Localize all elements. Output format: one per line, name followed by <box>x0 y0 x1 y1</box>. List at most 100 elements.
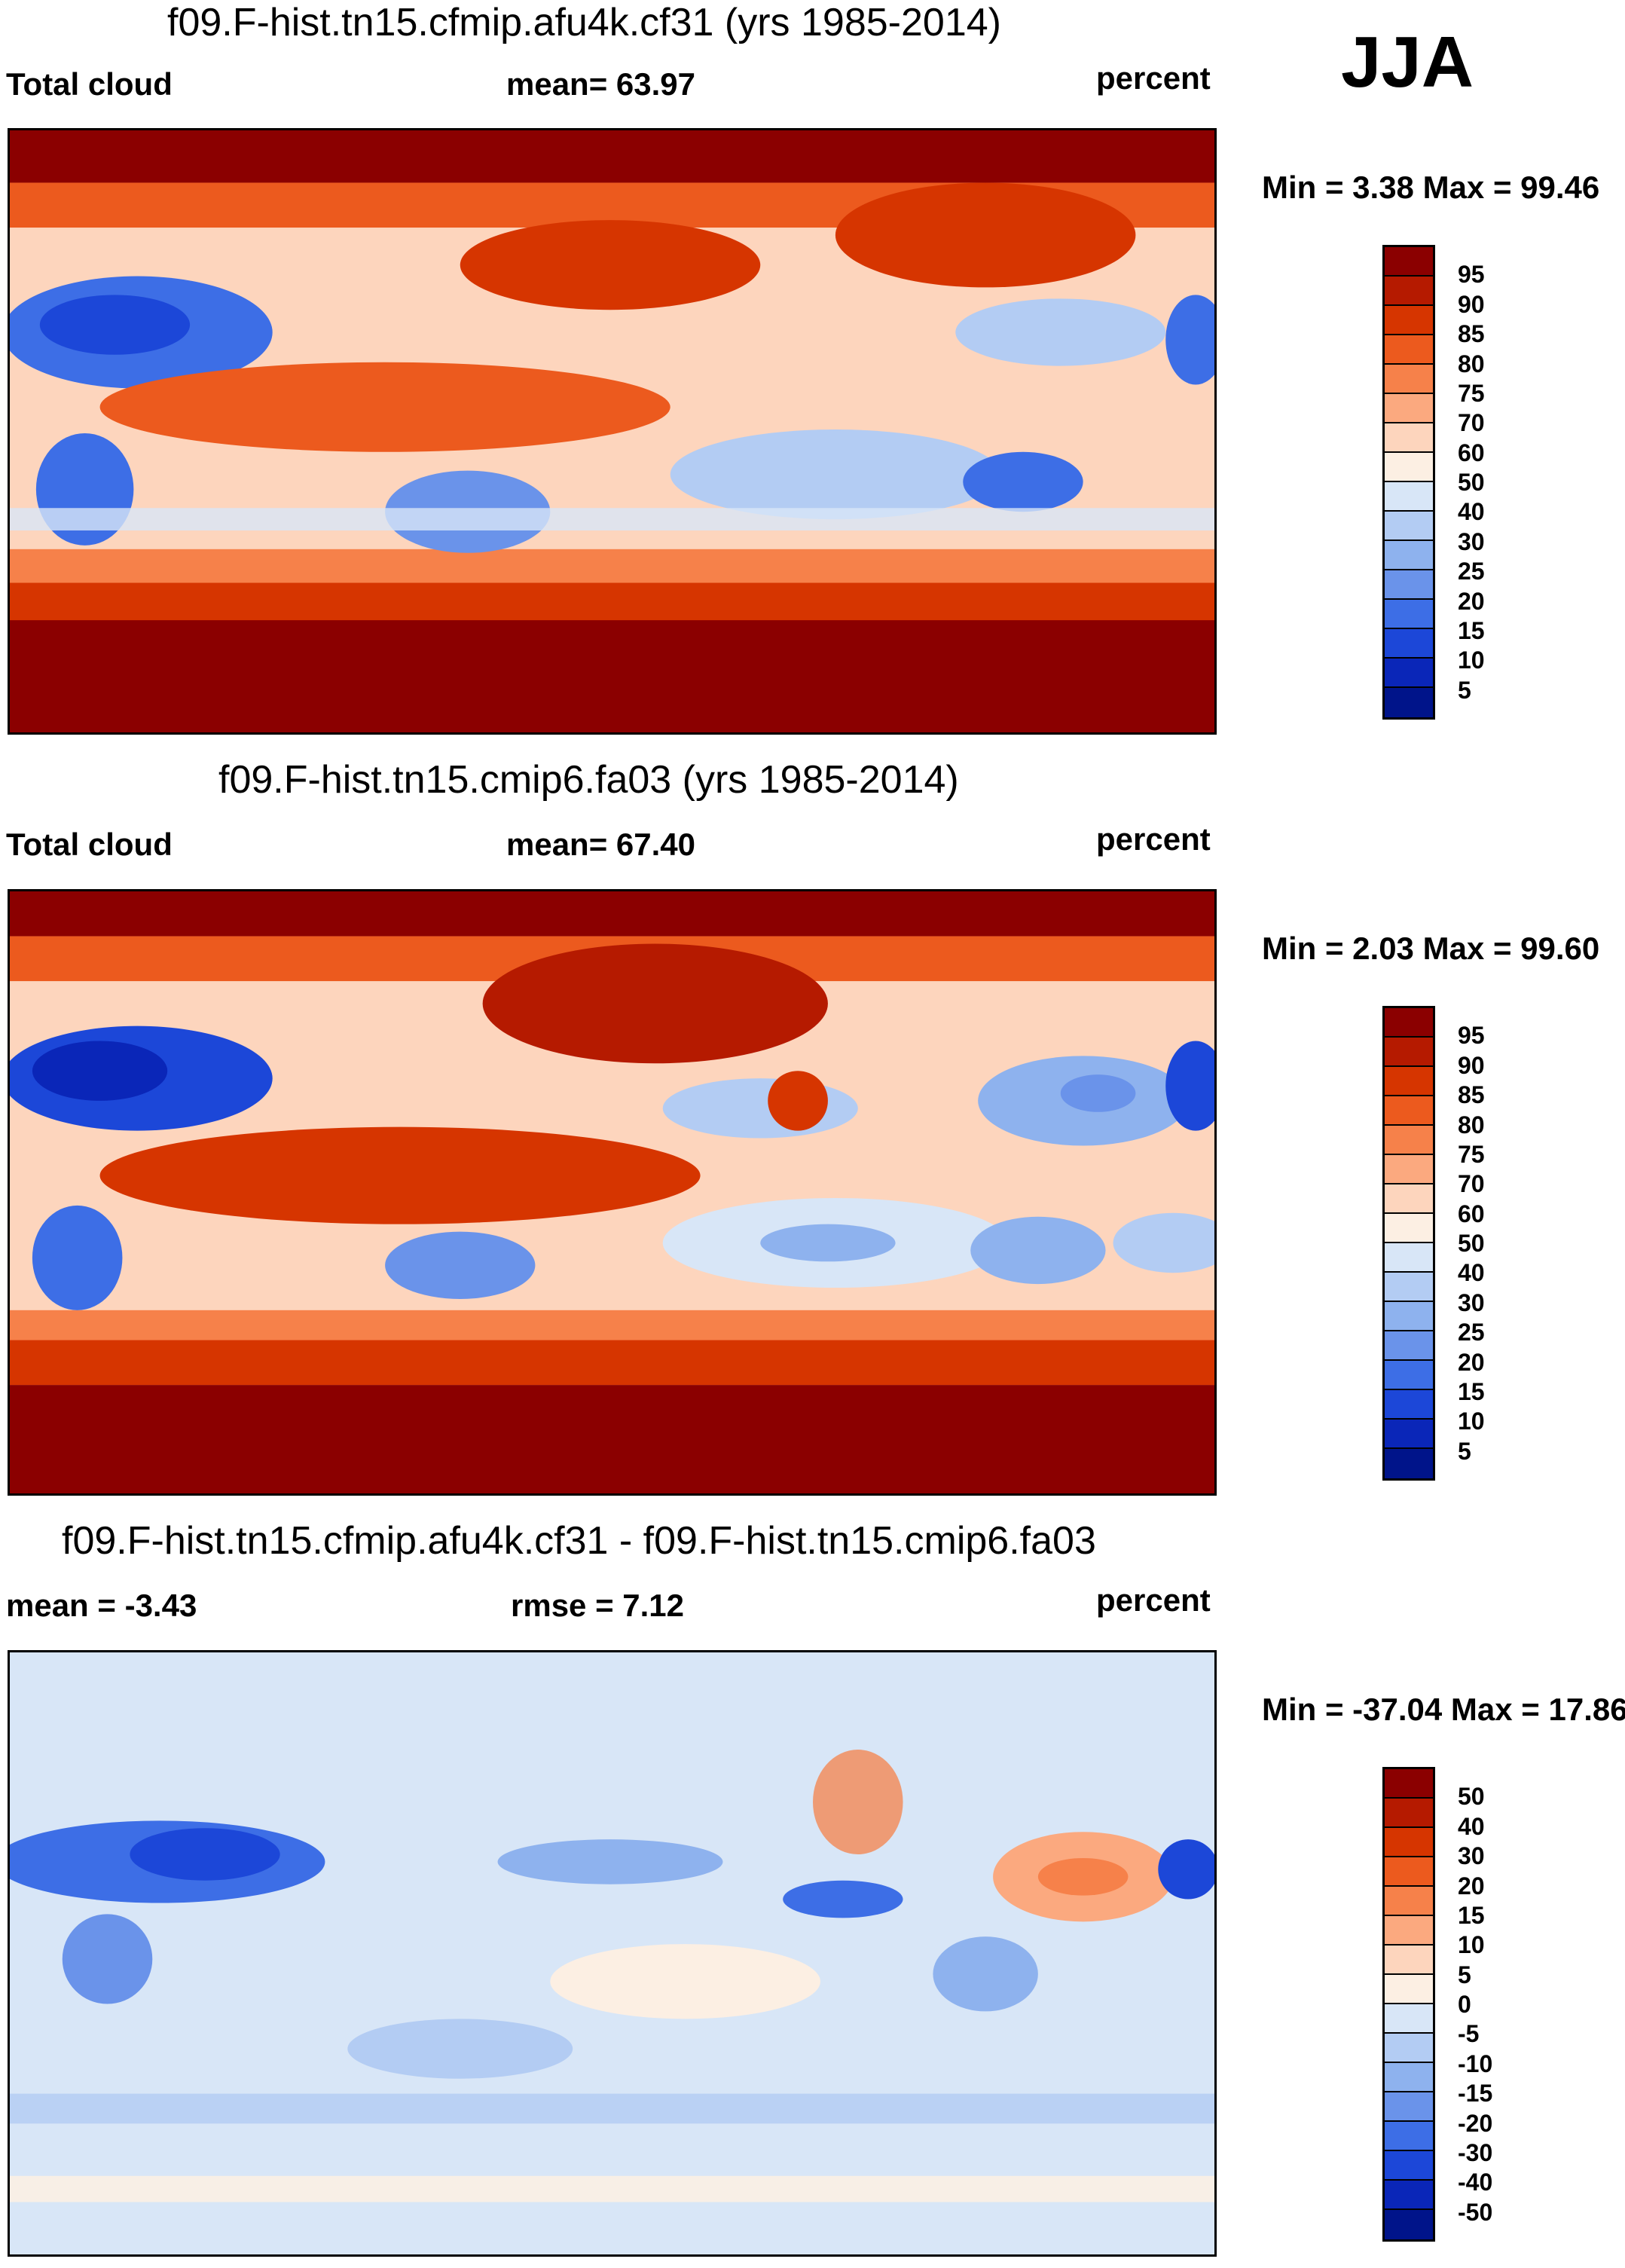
panel1-title: f09.F-hist.tn15.cfmip.afu4k.cf31 (yrs 19… <box>167 1 1001 44</box>
colorbar-tick-label: -5 <box>1458 2020 1480 2048</box>
colorbar-swatch <box>1385 247 1433 277</box>
colorbar-swatch <box>1385 629 1433 659</box>
colorbar-swatch <box>1385 1184 1433 1214</box>
colorbar-tick-label: 15 <box>1458 616 1485 644</box>
colorbar-tick-label: 15 <box>1458 1901 1485 1929</box>
colorbar-swatch <box>1385 423 1433 453</box>
colorbar-swatch <box>1385 1331 1433 1361</box>
panel2-minmax: Min = 2.03 Max = 99.60 <box>1262 931 1600 966</box>
colorbar-swatch <box>1385 335 1433 365</box>
colorbar-swatch <box>1385 2210 1433 2239</box>
colorbar-swatch <box>1385 1008 1433 1038</box>
panel2-mean-label: mean= 67.40 <box>506 827 696 862</box>
colorbar-tick-label: 80 <box>1458 350 1485 377</box>
panel3-map <box>8 1650 1217 2257</box>
colorbar-swatch <box>1385 365 1433 394</box>
colorbar-tick-label: 90 <box>1458 1051 1485 1079</box>
season-label: JJA <box>1341 22 1474 102</box>
colorbar-swatch <box>1385 1214 1433 1243</box>
colorbar-swatch <box>1385 541 1433 570</box>
panel3-map-svg <box>10 1652 1214 2254</box>
colorbar-swatch <box>1385 1390 1433 1420</box>
colorbar-swatch <box>1385 1946 1433 1975</box>
colorbar-tick-label: 60 <box>1458 439 1485 466</box>
colorbar-tick-label: 25 <box>1458 558 1485 585</box>
colorbar-swatch <box>1385 512 1433 541</box>
colorbar-tick-label: 60 <box>1458 1200 1485 1227</box>
colorbar-swatch <box>1385 1067 1433 1096</box>
panel1-colorbar <box>1382 245 1435 720</box>
colorbar-swatch <box>1385 570 1433 600</box>
colorbar-tick-label: 30 <box>1458 1288 1485 1316</box>
colorbar-tick-label: 70 <box>1458 1170 1485 1198</box>
colorbar-tick-label: 50 <box>1458 1783 1485 1811</box>
colorbar-tick-label: 50 <box>1458 1230 1485 1257</box>
panel1-variable-label: Total cloud <box>6 66 173 102</box>
colorbar-tick-label: 95 <box>1458 261 1485 289</box>
panel3-units-label: percent <box>1096 1582 1211 1618</box>
colorbar-swatch <box>1385 1975 1433 2004</box>
colorbar-swatch <box>1385 277 1433 306</box>
colorbar-swatch <box>1385 2181 1433 2210</box>
colorbar-tick-label: 95 <box>1458 1022 1485 1050</box>
colorbar-tick-label: 15 <box>1458 1377 1485 1405</box>
colorbar-swatch <box>1385 1420 1433 1449</box>
colorbar-tick-label: -50 <box>1458 2198 1493 2226</box>
colorbar-swatch <box>1385 1887 1433 1916</box>
colorbar-tick-label: -15 <box>1458 2080 1493 2108</box>
colorbar-swatch <box>1385 2004 1433 2034</box>
panel2-variable-label: Total cloud <box>6 827 173 862</box>
colorbar-swatch <box>1385 659 1433 688</box>
colorbar-swatch <box>1385 1155 1433 1184</box>
colorbar-swatch <box>1385 1828 1433 1857</box>
colorbar-tick-label: 20 <box>1458 1348 1485 1376</box>
colorbar-swatch <box>1385 1038 1433 1067</box>
colorbar-swatch <box>1385 1302 1433 1331</box>
colorbar-tick-label: -20 <box>1458 2109 1493 2137</box>
colorbar-swatch <box>1385 688 1433 717</box>
panel2-units-label: percent <box>1096 821 1211 857</box>
colorbar-swatch <box>1385 1916 1433 1946</box>
panel1-mean-label: mean= 63.97 <box>506 66 696 102</box>
panel1-map <box>8 128 1217 735</box>
colorbar-tick-label: 70 <box>1458 409 1485 437</box>
colorbar-swatch <box>1385 2092 1433 2122</box>
colorbar-tick-label: -40 <box>1458 2169 1493 2196</box>
colorbar-swatch <box>1385 1449 1433 1478</box>
colorbar-tick-label: 25 <box>1458 1319 1485 1346</box>
colorbar-swatch <box>1385 2151 1433 2181</box>
colorbar-tick-label: 5 <box>1458 676 1471 704</box>
colorbar-swatch <box>1385 2034 1433 2063</box>
panel2-colorbar <box>1382 1006 1435 1481</box>
colorbar-tick-label: 75 <box>1458 1140 1485 1168</box>
panel3-mean-label: mean = -3.43 <box>6 1588 197 1623</box>
panel1-minmax: Min = 3.38 Max = 99.46 <box>1262 170 1600 205</box>
colorbar-tick-label: 5 <box>1458 1961 1471 1988</box>
colorbar-swatch <box>1385 1126 1433 1155</box>
panel3-title: f09.F-hist.tn15.cfmip.afu4k.cf31 - f09.F… <box>62 1519 1096 1563</box>
colorbar-tick-label: 80 <box>1458 1111 1485 1139</box>
colorbar-tick-label: 50 <box>1458 469 1485 496</box>
colorbar-swatch <box>1385 482 1433 512</box>
colorbar-tick-label: 20 <box>1458 1872 1485 1900</box>
colorbar-swatch <box>1385 2063 1433 2092</box>
colorbar-tick-label: -10 <box>1458 2049 1493 2077</box>
colorbar-tick-label: 10 <box>1458 1408 1485 1435</box>
panel2-map <box>8 889 1217 1496</box>
colorbar-tick-label: 10 <box>1458 646 1485 674</box>
colorbar-swatch <box>1385 1799 1433 1828</box>
colorbar-swatch <box>1385 1243 1433 1273</box>
colorbar-swatch <box>1385 453 1433 482</box>
colorbar-tick-label: 85 <box>1458 1081 1485 1109</box>
colorbar-tick-label: 40 <box>1458 1812 1485 1840</box>
colorbar-tick-label: 90 <box>1458 290 1485 318</box>
panel3-minmax: Min = -37.04 Max = 17.86 <box>1262 1692 1625 1727</box>
colorbar-tick-label: 20 <box>1458 587 1485 615</box>
colorbar-swatch <box>1385 306 1433 335</box>
colorbar-swatch <box>1385 394 1433 423</box>
panel1-map-svg <box>10 130 1214 732</box>
colorbar-tick-label: 75 <box>1458 379 1485 407</box>
colorbar-swatch <box>1385 2122 1433 2151</box>
panel3-colorbar <box>1382 1767 1435 2242</box>
colorbar-swatch <box>1385 1096 1433 1126</box>
